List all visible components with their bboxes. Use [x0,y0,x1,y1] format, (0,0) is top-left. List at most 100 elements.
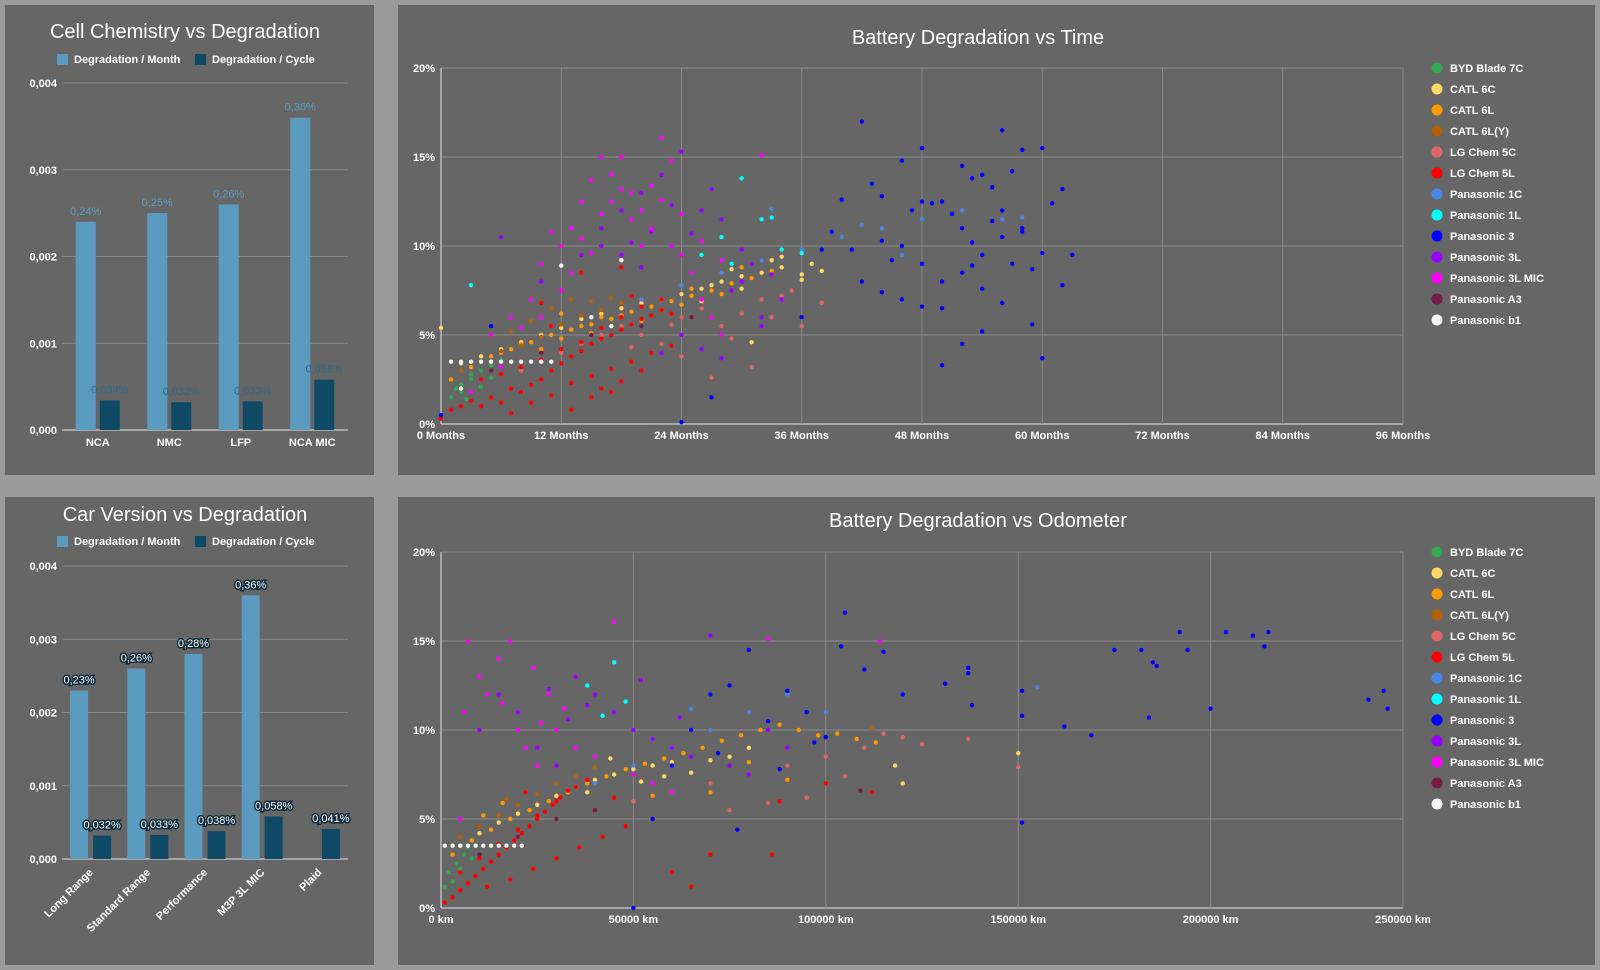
scatter-point-8-37 [1381,688,1386,694]
scatter-point-8-36 [1366,697,1371,702]
scatter-point-8-59 [969,263,975,268]
scatter-point-9-19 [599,243,604,249]
legend-marker-7 [1431,209,1443,221]
scatter-point-4-17 [727,807,732,813]
scatter-point-2-7 [585,781,590,786]
scatter-point-8-55 [849,247,855,252]
scatter-point-5-33 [528,400,534,405]
legend-label-10: Panasonic 3L MIC [1450,757,1544,769]
scatter-point-5-6 [488,859,494,864]
scatter-point-9-9 [650,736,655,742]
scatter-point-9-15 [719,355,724,361]
scatter-point-10-7 [515,727,521,733]
scatter-point-9-5 [639,190,644,195]
scatter-point-5-50 [619,265,624,270]
scatter-point-9-11 [759,315,764,320]
scatter-point-8-23 [879,290,885,295]
scatter-point-6-9 [688,706,694,711]
scatter-point-10-11 [619,154,624,160]
scatter-point-9-21 [759,323,764,329]
scatter-point-8-40 [949,211,955,217]
x-tick-label-5: 60 Months [1015,430,1069,442]
scatter-point-9-16 [659,350,664,355]
scatter-point-12-4 [473,843,478,848]
scatter-point-9-19 [585,702,590,708]
scatter-point-8-4 [919,145,925,151]
scatter-point-9-2 [579,252,584,258]
scatter-point-2-15 [749,275,754,281]
data-label-1-4: 0,041% [312,813,350,825]
scatter-point-2-24 [708,790,713,795]
scatter-point-12-3 [478,359,484,364]
scatter-point-2-3 [508,347,514,352]
scatter-point-2-17 [777,722,782,727]
scatter-point-8-52 [1030,266,1035,272]
data-label-1-1: 0,033% [141,819,179,831]
legend-label-2: CATL 6L [1450,589,1494,601]
scatter-point-8-49 [969,176,975,181]
scatter-point-10-21 [531,665,536,670]
legend-label-4: LG Chem 5C [1450,631,1516,643]
scatter-point-4-4 [599,332,604,338]
scatter-point-4-13 [842,774,848,779]
scatter-point-5-41 [585,777,590,783]
scatter-point-5-37 [869,790,875,795]
legend-marker-1 [1431,567,1443,579]
scatter-point-8-24 [899,297,905,302]
scatter-point-10-38 [559,288,564,293]
scatter-point-2-22 [599,315,604,320]
scatter-point-9-6 [659,172,664,177]
scatter-point-12-15 [619,258,624,263]
bar-0-2 [184,653,203,859]
bar-1-0 [93,835,112,859]
scatter-point-8-31 [1208,706,1213,711]
scatter-point-2-8 [609,316,614,322]
scatter-point-4-16 [709,375,714,380]
scatter-point-5-1 [450,895,455,900]
scatter-point-5-14 [550,802,555,807]
scatter-point-5-40 [523,790,528,795]
scatter-point-10-29 [669,158,674,163]
scatter-point-6-5 [785,692,790,697]
data-label-0-3: 0,36% [285,102,316,114]
legend-marker-6 [1431,188,1443,200]
scatter-point-2-4 [528,339,534,345]
scatter-point-2-3 [508,816,513,822]
scatter-point-10-9 [599,154,604,160]
scatter-point-8-22 [1062,724,1067,729]
scatter-point-10-31 [579,236,584,242]
data-label-0-2: 0,28% [178,638,209,650]
bar-1-2 [207,831,226,859]
scatter-point-2-4 [527,807,532,813]
scatter-point-5-38 [629,359,634,364]
scatter-point-5-2 [458,404,464,409]
scatter-point-1-20 [638,779,644,784]
scatter-point-9-8 [699,208,704,213]
scatter-point-3-7 [592,765,598,770]
scatter-point-9-18 [565,717,571,722]
scatter-point-7-0 [585,683,590,688]
time-series-10 [468,135,764,395]
legend-label-9: Panasonic 3L [1450,736,1521,748]
scatter-point-8-14 [919,261,925,266]
scatter-point-8-43 [1009,169,1015,174]
legend-label-7: Panasonic 1L [1450,694,1521,706]
scatter-point-9-3 [535,745,540,750]
scatter-point-11-0 [488,368,494,373]
scatter-point-5-21 [535,813,540,818]
scatter-point-8-57 [709,395,714,400]
scatter-point-8-35 [999,300,1005,306]
scatter-point-8-56 [679,420,684,425]
scatter-point-2-26 [746,759,752,765]
scatter-point-2-19 [539,347,544,352]
legend-label-1: CATL 6C [1450,568,1495,580]
scatter-point-9-14 [746,772,752,777]
scatter-point-5-39 [649,350,654,355]
scatter-point-9-17 [546,686,551,692]
scatter-point-10-30 [639,243,644,249]
scatter-point-5-28 [579,339,584,345]
scatter-point-2-12 [681,750,686,756]
scatter-point-9-18 [619,252,624,258]
scatter-point-2-19 [815,733,821,738]
scatter-point-4-23 [629,345,634,350]
